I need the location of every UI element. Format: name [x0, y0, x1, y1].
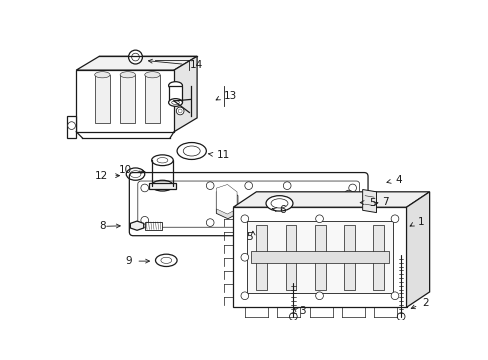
Ellipse shape	[171, 100, 179, 104]
Text: 9: 9	[125, 256, 131, 266]
Polygon shape	[216, 188, 238, 219]
Ellipse shape	[95, 72, 110, 78]
Circle shape	[283, 182, 290, 189]
Circle shape	[176, 107, 183, 115]
Text: 1: 1	[417, 217, 424, 227]
Circle shape	[244, 219, 252, 226]
Text: 12: 12	[95, 171, 108, 181]
Circle shape	[68, 122, 75, 130]
Text: 10: 10	[118, 165, 131, 175]
Text: 6: 6	[279, 205, 285, 215]
Polygon shape	[67, 116, 76, 138]
Circle shape	[241, 253, 248, 261]
Bar	[250, 251, 388, 264]
Text: 5: 5	[246, 232, 253, 242]
Bar	[144, 222, 162, 230]
Polygon shape	[233, 192, 429, 207]
Circle shape	[128, 50, 142, 64]
Circle shape	[178, 109, 182, 113]
Ellipse shape	[177, 143, 206, 159]
Circle shape	[348, 216, 356, 224]
Bar	[285, 225, 296, 289]
Circle shape	[206, 182, 214, 189]
Bar	[144, 75, 160, 122]
Ellipse shape	[168, 82, 182, 89]
Circle shape	[289, 313, 297, 320]
Ellipse shape	[151, 180, 173, 191]
Bar	[148, 183, 176, 189]
Circle shape	[346, 193, 350, 197]
Circle shape	[390, 215, 398, 222]
Polygon shape	[76, 70, 174, 132]
Circle shape	[141, 184, 148, 192]
Ellipse shape	[157, 158, 167, 163]
Text: 14: 14	[189, 60, 202, 70]
Ellipse shape	[183, 146, 200, 156]
Ellipse shape	[265, 195, 292, 211]
Polygon shape	[246, 221, 392, 293]
Circle shape	[390, 292, 398, 300]
Circle shape	[141, 216, 148, 224]
Text: 4: 4	[394, 175, 401, 185]
Ellipse shape	[161, 257, 171, 264]
Text: 5: 5	[368, 198, 375, 208]
Circle shape	[206, 219, 214, 226]
Text: 2: 2	[422, 298, 428, 309]
Circle shape	[283, 219, 290, 226]
Ellipse shape	[144, 72, 160, 78]
Circle shape	[250, 222, 255, 227]
Polygon shape	[76, 56, 197, 70]
Text: 13: 13	[224, 91, 237, 100]
Polygon shape	[233, 207, 406, 307]
Circle shape	[131, 53, 139, 61]
Bar	[314, 225, 325, 289]
Polygon shape	[130, 221, 143, 230]
Polygon shape	[362, 189, 376, 213]
Polygon shape	[406, 192, 429, 307]
Ellipse shape	[151, 155, 173, 166]
Circle shape	[315, 215, 323, 222]
Ellipse shape	[168, 99, 182, 106]
Circle shape	[241, 292, 248, 300]
Circle shape	[344, 190, 353, 199]
Bar	[168, 86, 182, 103]
Circle shape	[248, 220, 257, 230]
Bar	[120, 75, 135, 122]
Text: 11: 11	[216, 150, 229, 160]
Bar	[344, 225, 354, 289]
Circle shape	[396, 313, 404, 320]
Ellipse shape	[126, 168, 144, 180]
Ellipse shape	[270, 199, 287, 208]
Bar	[373, 225, 384, 289]
Ellipse shape	[155, 254, 177, 266]
Bar	[256, 225, 266, 289]
Ellipse shape	[130, 171, 141, 177]
Text: 8: 8	[99, 221, 106, 231]
Circle shape	[244, 182, 252, 189]
Polygon shape	[174, 56, 197, 132]
Circle shape	[241, 215, 248, 222]
Text: 3: 3	[298, 306, 305, 316]
Text: 7: 7	[381, 197, 388, 207]
Circle shape	[348, 184, 356, 192]
Bar	[95, 75, 110, 122]
Ellipse shape	[120, 72, 135, 78]
Circle shape	[315, 292, 323, 300]
Polygon shape	[216, 184, 237, 214]
